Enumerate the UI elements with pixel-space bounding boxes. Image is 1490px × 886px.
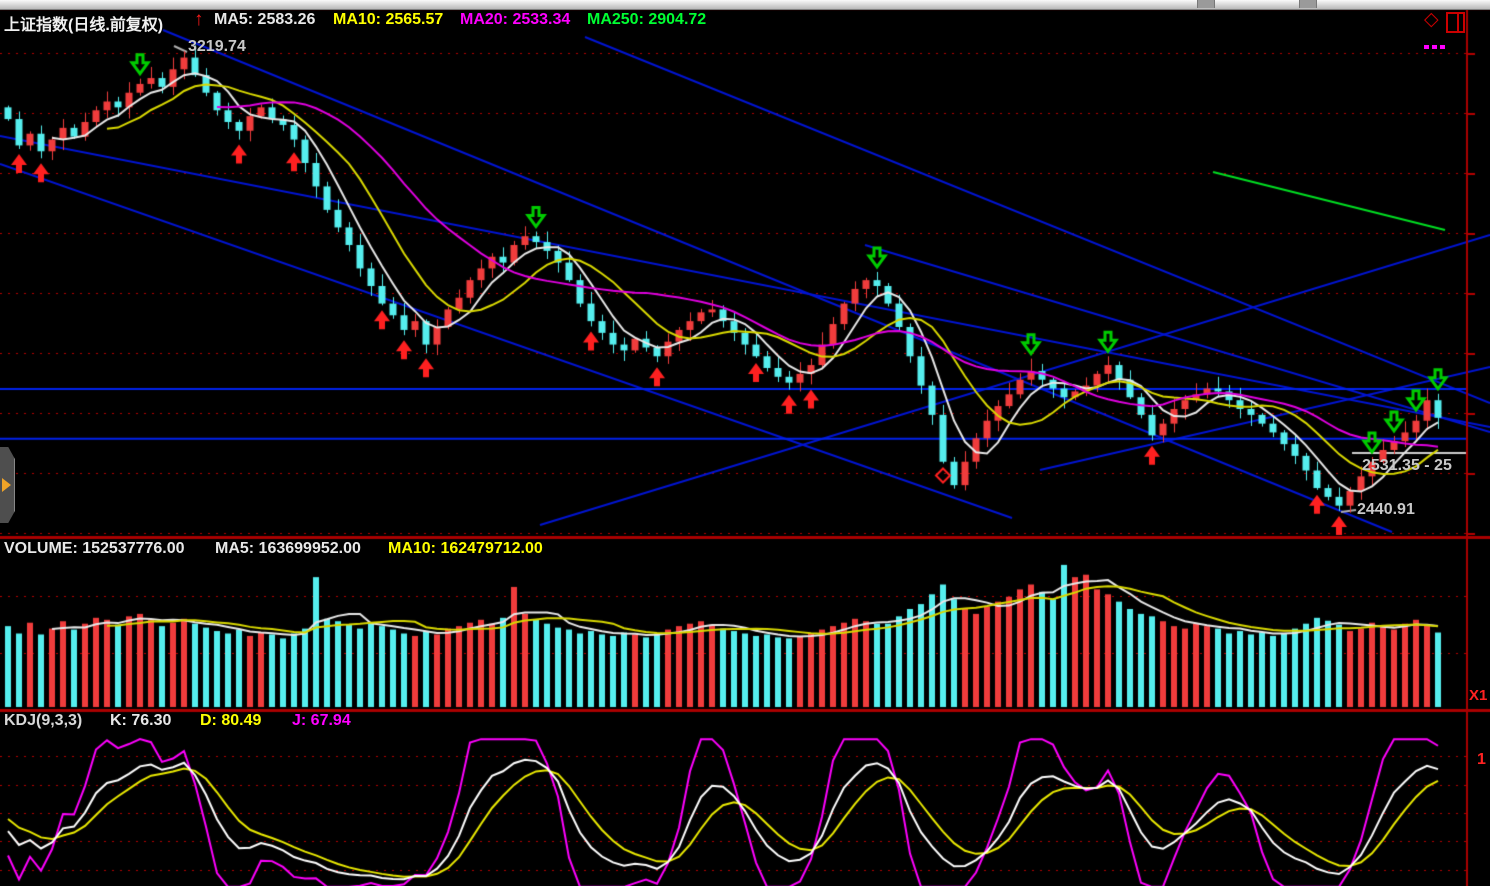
split-window-pane-icon [1457, 14, 1459, 31]
drawing-tool-diamond-icon[interactable]: ◇ [1424, 9, 1439, 30]
ma20-value-label: MA20: 2533.34 [460, 11, 571, 28]
price-range-annotation: 2531.35 - 25 [1362, 457, 1452, 474]
tab-notch [1299, 0, 1317, 8]
kdj-k-value-label: K: 76.30 [110, 712, 172, 729]
symbol-title: 上证指数(日线.前复权) [4, 17, 164, 34]
sidebar-flyout-handle[interactable] [0, 447, 15, 523]
ma10-value-label: MA10: 2565.57 [333, 11, 444, 28]
trend-up-arrow-icon: ↑ [194, 9, 204, 30]
volume-ma10-label: MA10: 162479712.00 [388, 540, 543, 557]
pane-ratio-label: X1 [1469, 687, 1488, 704]
ma250-value-label: MA250: 2904.72 [587, 11, 707, 28]
ma5-value-label: MA5: 2583.26 [214, 11, 316, 28]
kdj-j-value-label: J: 67.94 [292, 712, 351, 729]
kdj-indicator-label: KDJ(9,3,3) [4, 712, 83, 729]
split-window-icon[interactable] [1446, 12, 1465, 33]
low-price-annotation: 2440.91 [1357, 501, 1415, 518]
expand-right-arrow-icon [2, 478, 11, 492]
volume-ma5-label: MA5: 163699952.00 [215, 540, 361, 557]
right-axis-label: 1 [1477, 751, 1486, 768]
tab-notch [1197, 0, 1215, 8]
kdj-d-value-label: D: 80.49 [200, 712, 262, 729]
peak-price-annotation: 3219.74 [188, 38, 246, 55]
more-options-dots-icon[interactable] [1424, 36, 1448, 54]
volume-value-label: VOLUME: 152537776.00 [4, 540, 185, 557]
window-top-strip [0, 0, 1490, 10]
